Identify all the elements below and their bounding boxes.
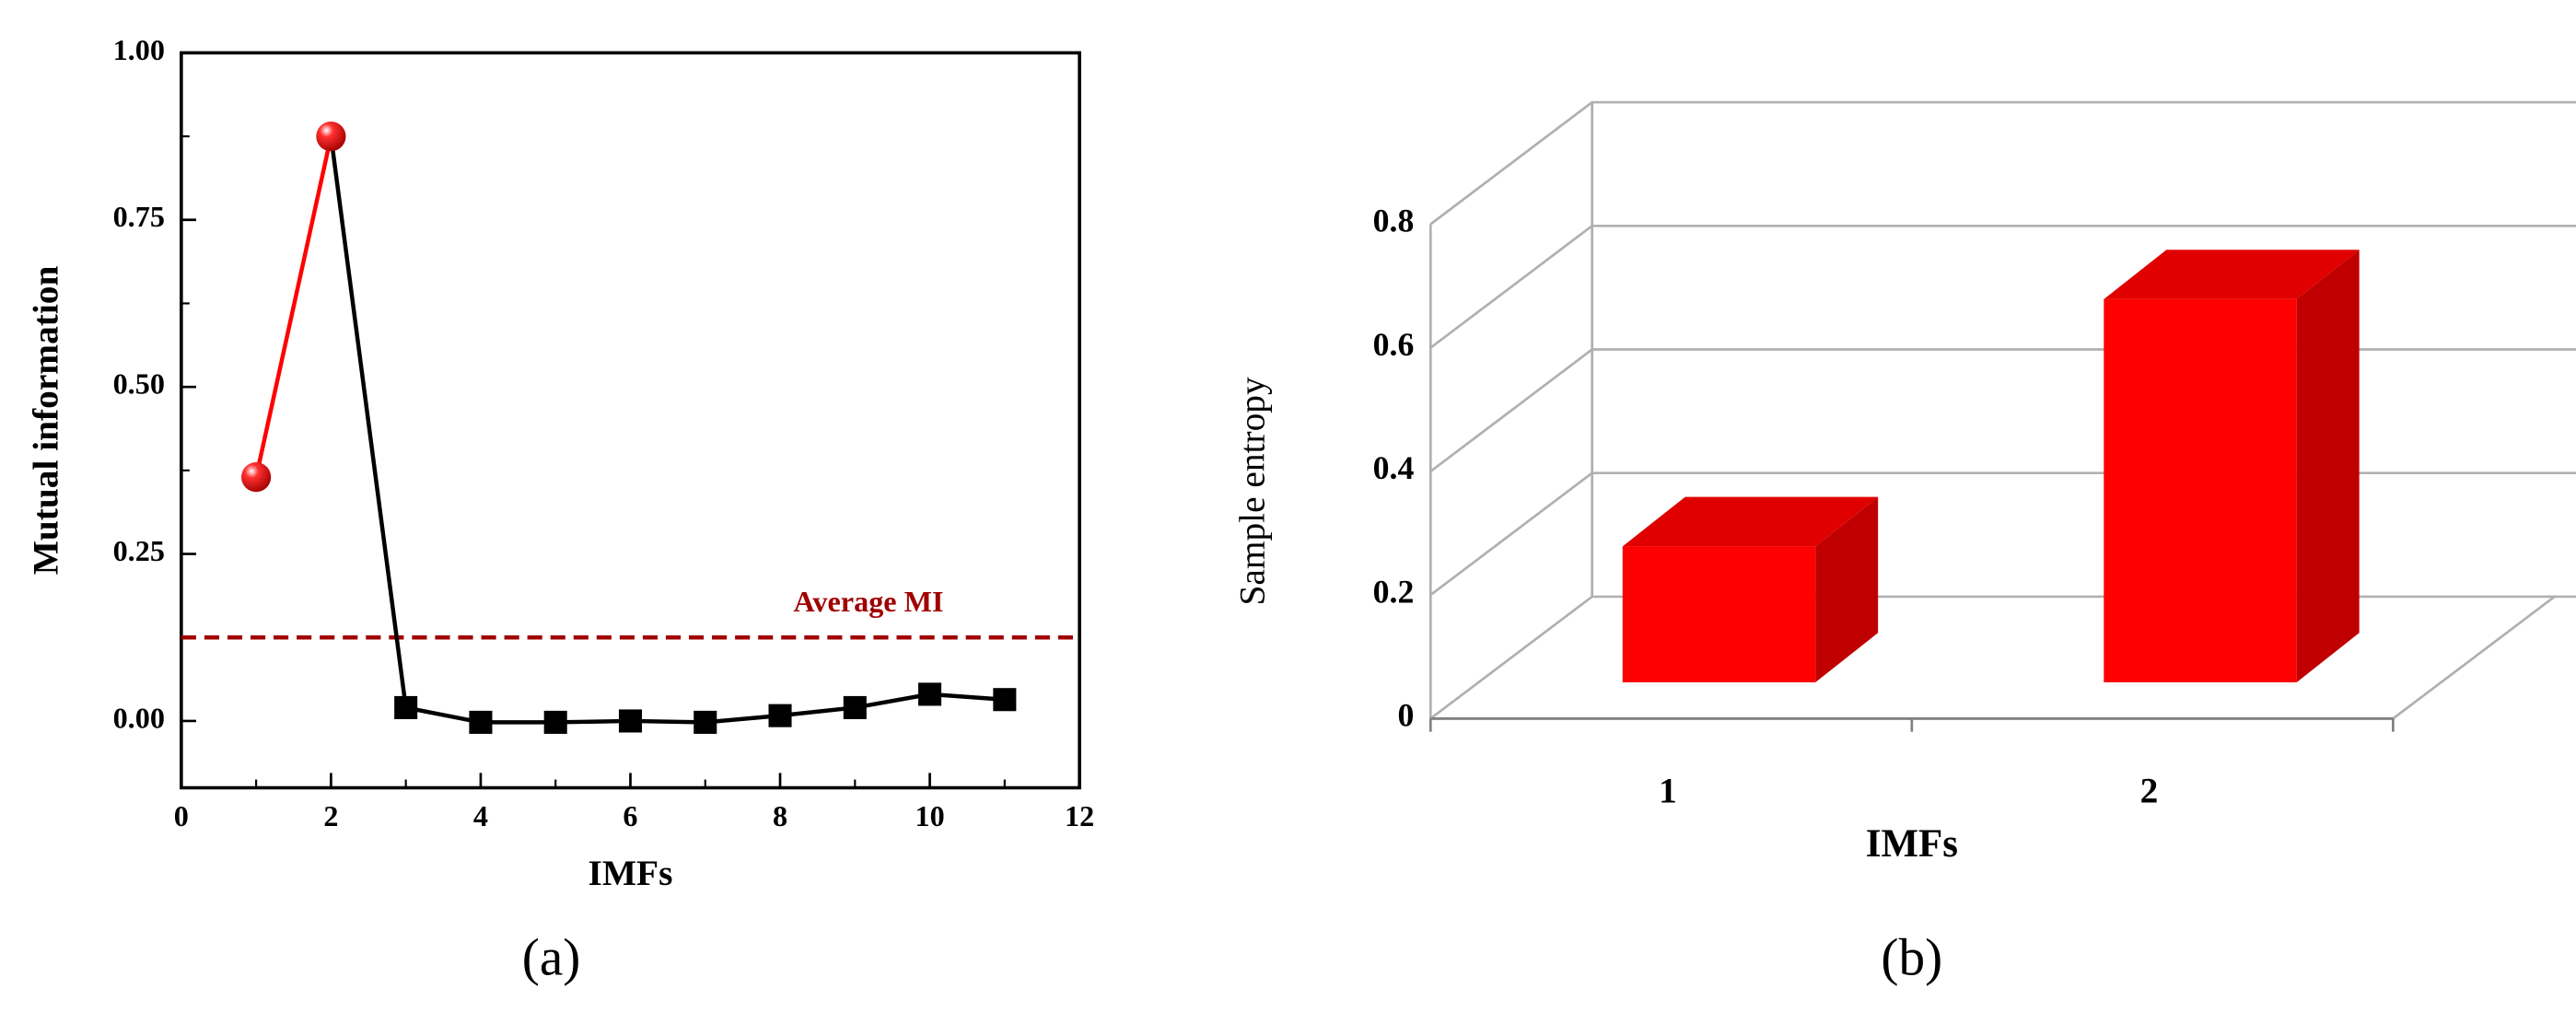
x-tick-label: 4 — [473, 799, 488, 832]
x-tick-label: 10 — [915, 799, 944, 832]
grid-line — [1429, 348, 2576, 472]
y-tick-label: 0.6 — [1373, 326, 1415, 363]
point — [694, 710, 717, 734]
grid-line — [1429, 595, 2576, 720]
x-tick-label: 6 — [623, 799, 637, 832]
x-tick-label: 0 — [174, 799, 189, 832]
x-tick-label: 8 — [773, 799, 787, 832]
floor-edge — [1430, 595, 2556, 720]
point — [918, 682, 942, 706]
bar — [1622, 546, 1816, 682]
series-line — [329, 135, 1006, 725]
y-tick-label: 0.00 — [113, 701, 165, 734]
point — [993, 688, 1017, 712]
point — [843, 695, 867, 719]
y-axis-label: Sample entropy — [1232, 377, 1273, 605]
grid-line — [1429, 224, 2576, 349]
y-tick-label: 0.2 — [1373, 573, 1415, 610]
caption: (b) — [1881, 928, 1942, 986]
grid-line — [1429, 471, 2576, 597]
grid-line — [1429, 100, 2576, 226]
x-tick-label: 2 — [323, 799, 338, 832]
point — [618, 709, 643, 733]
x-axis-label: IMFs — [589, 853, 673, 893]
point — [394, 695, 418, 719]
x-axis-label: IMFs — [1866, 822, 1958, 866]
y-tick-label: 0.50 — [113, 367, 165, 401]
bar — [2104, 298, 2297, 682]
y-tick-label: 0.75 — [113, 200, 165, 233]
y-tick-label: 0.4 — [1373, 449, 1415, 486]
reference-label: Average MI — [794, 585, 944, 618]
x-tick-label: 2 — [2140, 771, 2159, 811]
caption: (a) — [522, 928, 581, 986]
y-axis-label: Mutual information — [26, 266, 66, 576]
x-tick-label: 12 — [1065, 799, 1094, 832]
point — [768, 704, 792, 727]
point — [469, 710, 493, 734]
y-tick-label: 0.25 — [113, 534, 165, 567]
point — [316, 121, 346, 152]
x-tick-label: 1 — [1659, 771, 1677, 811]
bar-side — [2296, 250, 2360, 682]
y-tick-label: 0.8 — [1373, 203, 1415, 239]
bar-side — [1815, 496, 1879, 682]
bar-top — [2104, 250, 2360, 299]
point — [241, 462, 272, 493]
y-tick-label: 1.00 — [113, 33, 165, 66]
series-line — [253, 135, 333, 478]
plot-frame — [180, 51, 1081, 790]
point — [543, 710, 567, 734]
bar-top — [1622, 496, 1879, 547]
y-tick-label: 0 — [1398, 697, 1415, 734]
